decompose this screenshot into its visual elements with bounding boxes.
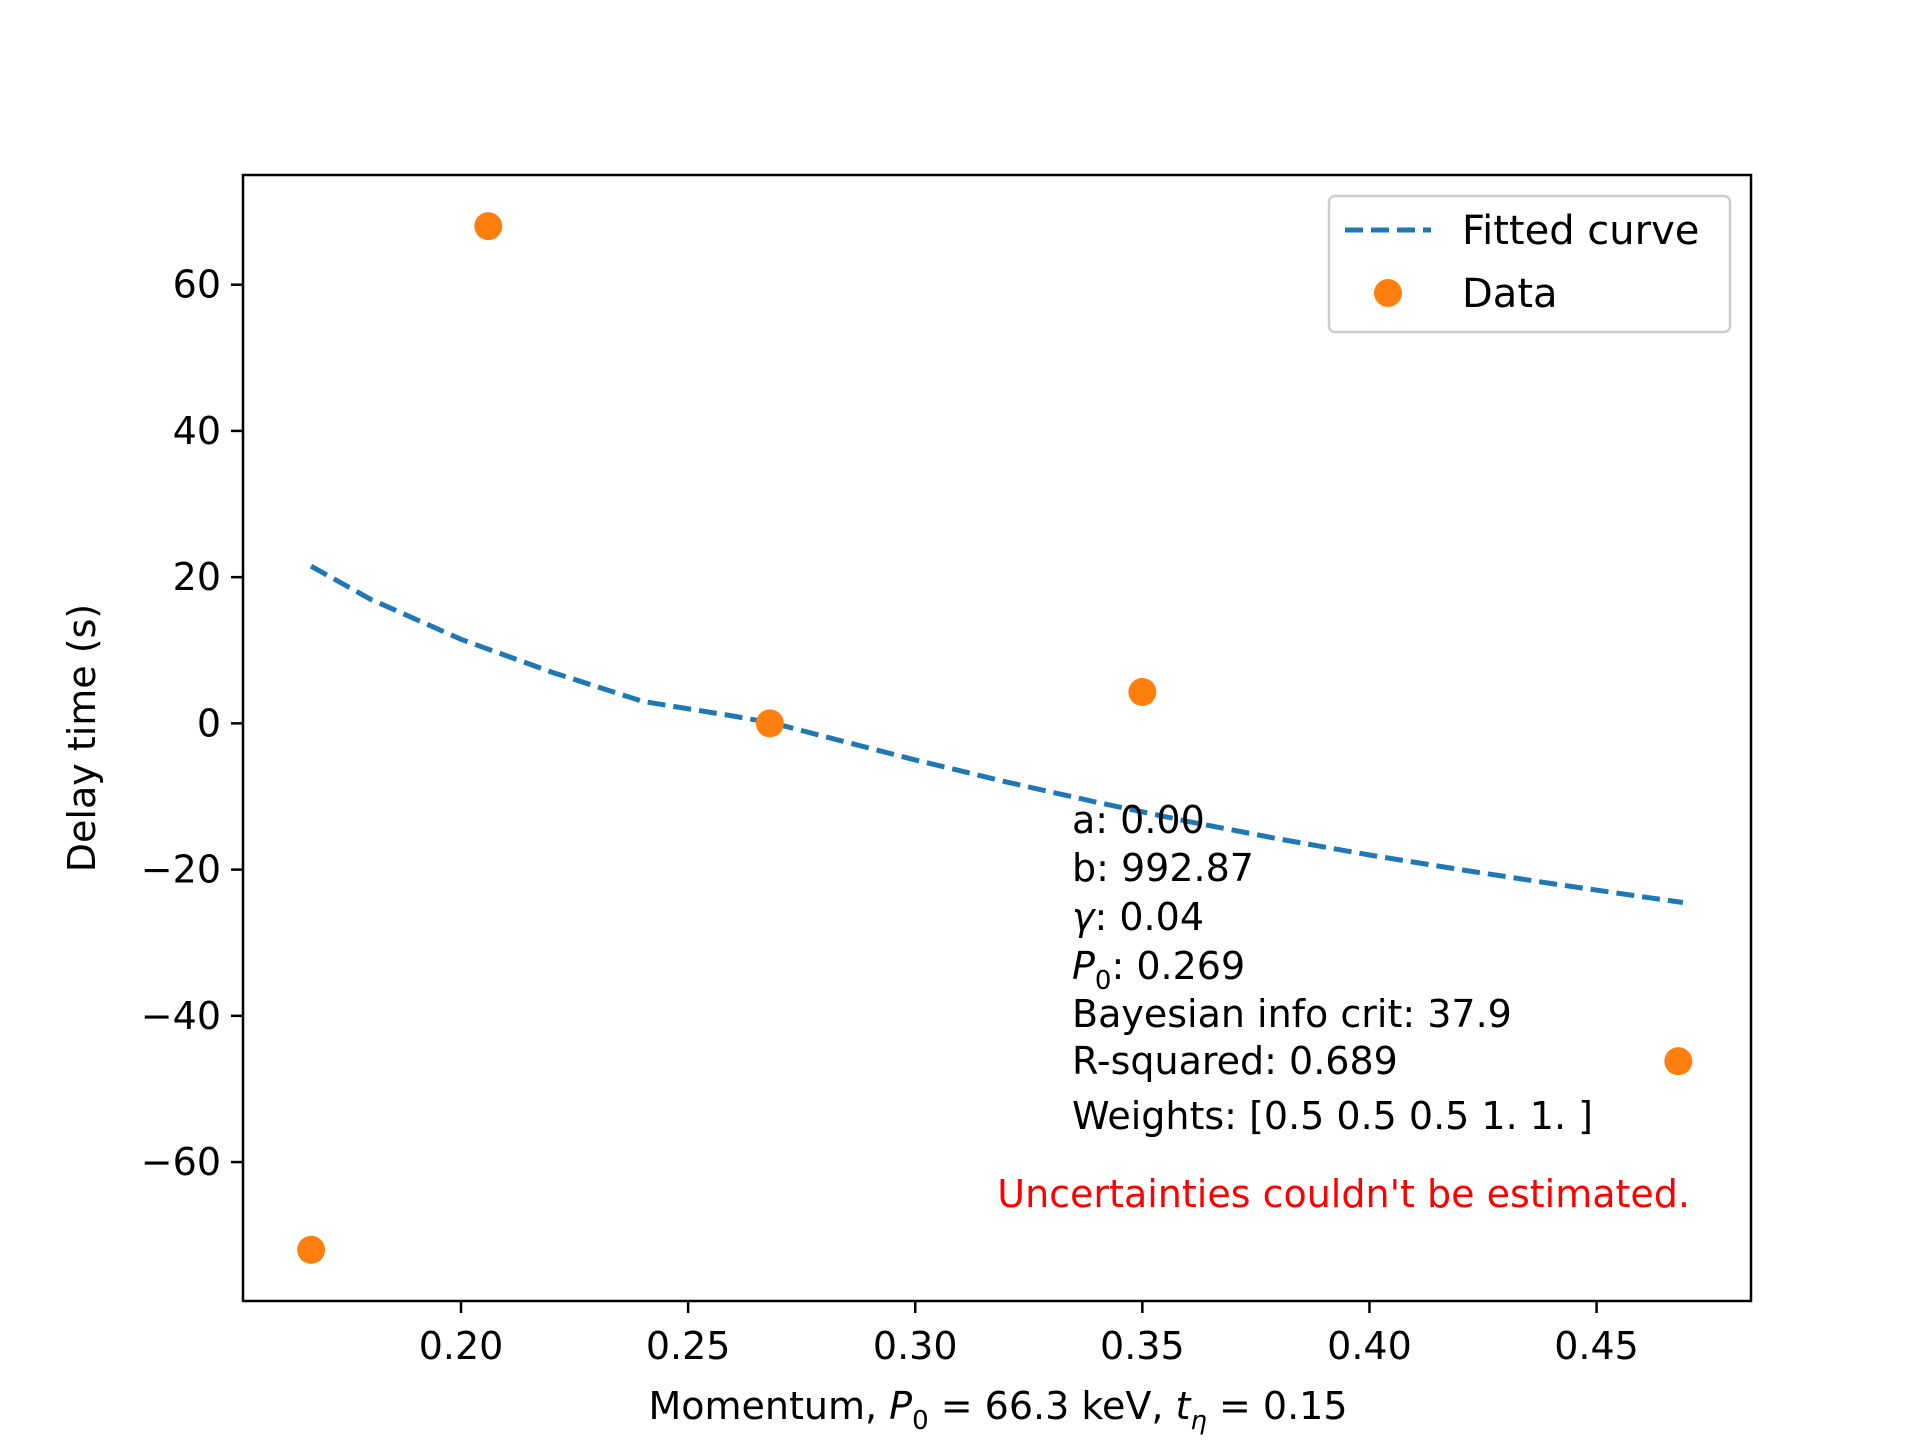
y-axis-label: Delay time (s) — [60, 604, 104, 872]
annotation-bic: Bayesian info crit: 37.9 — [1072, 992, 1512, 1036]
y-tick-label: 60 — [173, 263, 221, 307]
x-tick-label: 0.35 — [1100, 1324, 1185, 1368]
annotation-a: a: 0.00 — [1072, 798, 1205, 842]
fitted-curve-line — [309, 564, 1684, 905]
y-tick-label: 0 — [197, 701, 221, 745]
data-point — [297, 1235, 326, 1264]
y-tick-label: −60 — [141, 1140, 221, 1184]
plot-area — [241, 173, 1753, 1303]
legend-label-fitted-curve: Fitted curve — [1462, 208, 1699, 254]
x-tick-label: 0.20 — [419, 1324, 504, 1368]
annotation-gamma: γ: 0.04 — [1072, 895, 1204, 939]
data-point — [474, 212, 503, 241]
y-tick-label: 20 — [173, 555, 221, 599]
annotation-weights: Weights: [0.5 0.5 0.5 1. 1. ] — [1072, 1094, 1593, 1138]
x-axis-ticks: 0.20 0.25 0.30 0.35 0.40 0.45 — [419, 1301, 1639, 1368]
annotation-r-squared: R-squared: 0.689 — [1072, 1039, 1398, 1083]
annotation-b: b: 992.87 — [1072, 846, 1254, 890]
data-point — [755, 709, 784, 738]
legend: Fitted curve Data — [1327, 194, 1732, 334]
data-point — [1128, 677, 1157, 706]
y-axis-ticks: 60 40 20 0 −20 −40 −60 — [141, 263, 243, 1184]
annotation-p0: P0: 0.269 — [1072, 944, 1245, 996]
x-tick-label: 0.30 — [873, 1324, 958, 1368]
y-tick-label: −20 — [141, 848, 221, 892]
x-tick-label: 0.45 — [1554, 1324, 1639, 1368]
x-tick-label: 0.25 — [646, 1324, 731, 1368]
uncertainty-warning: Uncertainties couldn't be estimated. — [997, 1172, 1690, 1216]
legend-label-data: Data — [1462, 271, 1558, 317]
data-point — [1664, 1047, 1693, 1076]
y-tick-label: −40 — [141, 994, 221, 1038]
x-axis-label: Momentum, P0 = 66.3 keV, tη = 0.15 — [648, 1384, 1347, 1436]
legend-swatch-data — [1374, 279, 1402, 307]
fit-annotations: a: 0.00 b: 992.87 γ: 0.04 P0: 0.269 Baye… — [997, 798, 1690, 1216]
series-layer — [297, 212, 1693, 1264]
x-tick-label: 0.40 — [1327, 1324, 1412, 1368]
y-tick-label: 40 — [173, 409, 221, 453]
